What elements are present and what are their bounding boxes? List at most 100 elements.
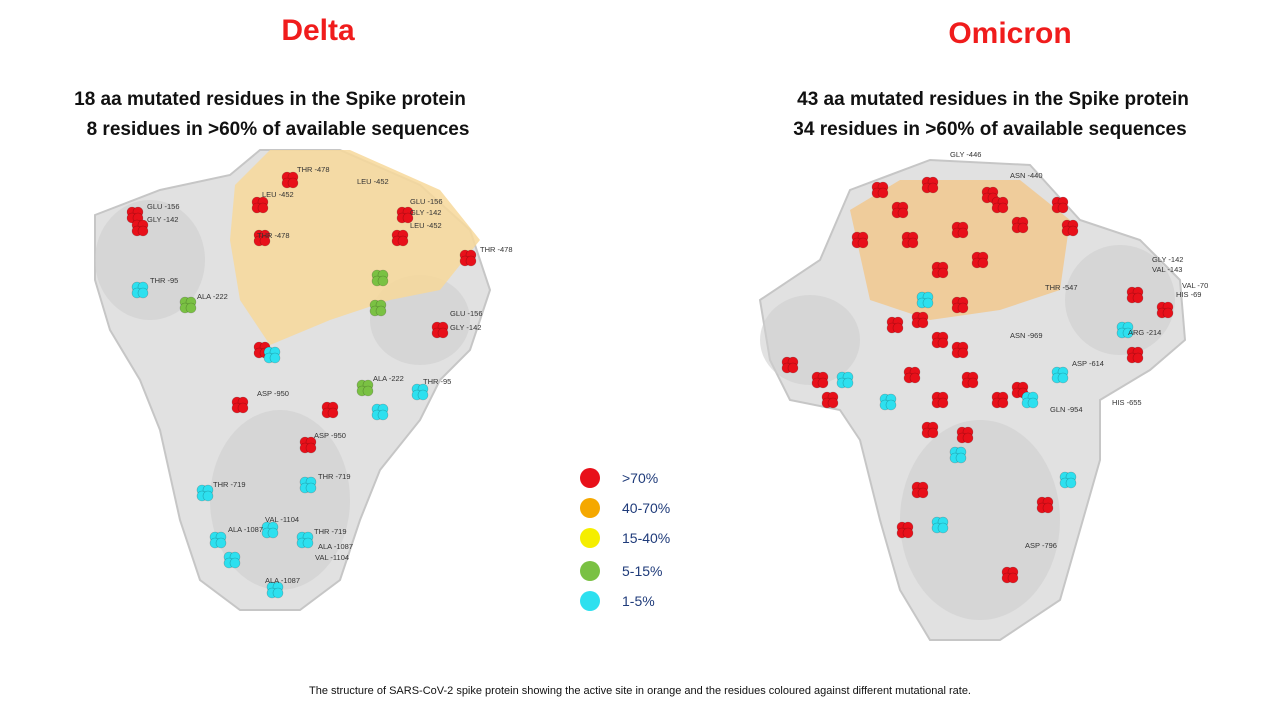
residue-label: GLU -156 bbox=[410, 197, 443, 206]
residue-label: VAL -1104 bbox=[265, 515, 299, 524]
residue-label: GLU -156 bbox=[147, 202, 180, 211]
residue-label: GLY -142 bbox=[410, 208, 441, 217]
legend-swatch bbox=[580, 498, 600, 518]
residue-sphere bbox=[305, 482, 317, 494]
residue-sphere bbox=[215, 537, 227, 549]
residue-sphere bbox=[957, 227, 969, 239]
residue-sphere bbox=[397, 235, 409, 247]
residue-label: HIS -655 bbox=[1112, 398, 1142, 407]
residue-sphere bbox=[937, 337, 949, 349]
residue-sphere bbox=[937, 267, 949, 279]
residue-label: THR -719 bbox=[318, 472, 351, 481]
residue-label: ASP -614 bbox=[1072, 359, 1104, 368]
residue-sphere bbox=[1065, 477, 1077, 489]
residue-label: THR -478 bbox=[480, 245, 513, 254]
panel-line: 34 residues in >60% of available sequenc… bbox=[793, 119, 1186, 140]
legend-swatch bbox=[580, 591, 600, 611]
residue-label: VAL -1104 bbox=[315, 553, 349, 562]
residue-label: GLY -142 bbox=[1152, 255, 1183, 264]
residue-label: ASP -796 bbox=[1025, 541, 1057, 550]
residue-label: THR -719 bbox=[314, 527, 347, 536]
residue-sphere bbox=[1027, 397, 1039, 409]
residue-sphere bbox=[1057, 372, 1069, 384]
residue-sphere bbox=[927, 427, 939, 439]
residue-sphere bbox=[375, 305, 387, 317]
legend-swatch bbox=[580, 528, 600, 548]
residue-sphere bbox=[909, 372, 921, 384]
residue-sphere bbox=[1132, 292, 1144, 304]
residue-sphere bbox=[1067, 225, 1079, 237]
residue-sphere bbox=[877, 187, 889, 199]
panel-line: 8 residues in >60% of available sequence… bbox=[87, 119, 470, 140]
residue-sphere bbox=[1057, 202, 1069, 214]
residue-label: ARG -214 bbox=[1128, 328, 1161, 337]
residue-label: THR -478 bbox=[257, 231, 290, 240]
residue-dots bbox=[126, 171, 1174, 599]
residue-sphere bbox=[137, 225, 149, 237]
residue-sphere bbox=[957, 347, 969, 359]
residue-sphere bbox=[962, 432, 974, 444]
residue-sphere bbox=[305, 442, 317, 454]
residue-sphere bbox=[927, 182, 939, 194]
residue-sphere bbox=[977, 257, 989, 269]
residue-label: ASN -440 bbox=[1010, 171, 1043, 180]
residue-label: GLY -142 bbox=[450, 323, 481, 332]
residue-sphere bbox=[967, 377, 979, 389]
residue-label: GLY -446 bbox=[950, 150, 981, 159]
residue-label: GLN -954 bbox=[1050, 405, 1083, 414]
residue-sphere bbox=[257, 202, 269, 214]
legend-label: 5-15% bbox=[622, 563, 662, 579]
residue-label: ALA -222 bbox=[373, 374, 404, 383]
residue-sphere bbox=[417, 389, 429, 401]
residue-sphere bbox=[842, 377, 854, 389]
residue-sphere bbox=[437, 327, 449, 339]
residue-sphere bbox=[1132, 352, 1144, 364]
residue-label: LEU -452 bbox=[410, 221, 442, 230]
residue-sphere bbox=[202, 490, 214, 502]
residue-sphere bbox=[1162, 307, 1174, 319]
residue-sphere bbox=[302, 537, 314, 549]
residue-sphere bbox=[229, 557, 241, 569]
residue-sphere bbox=[1122, 327, 1134, 339]
residue-sphere bbox=[137, 287, 149, 299]
legend: >70% 40-70% 15-40% 5-15% 1-5% bbox=[580, 468, 670, 611]
residue-sphere bbox=[997, 202, 1009, 214]
residue-sphere bbox=[857, 237, 869, 249]
residue-label: VAL -70 bbox=[1182, 281, 1208, 290]
residue-label: LEU -452 bbox=[262, 190, 294, 199]
residue-label: LEU -452 bbox=[357, 177, 389, 186]
residue-labels: GLU -156 GLY -142 THR -478 LEU -452 LEU -452… bbox=[147, 150, 1208, 585]
residue-sphere bbox=[272, 587, 284, 599]
residue-sphere bbox=[907, 237, 919, 249]
residue-sphere bbox=[465, 255, 477, 267]
residue-sphere bbox=[402, 212, 414, 224]
residue-sphere bbox=[892, 322, 904, 334]
legend-label: 15-40% bbox=[622, 530, 670, 546]
residue-sphere bbox=[377, 275, 389, 287]
panel-title: Delta bbox=[281, 14, 355, 47]
residue-label: ALA -1087 bbox=[318, 542, 353, 551]
legend-swatch bbox=[580, 561, 600, 581]
residue-sphere bbox=[957, 302, 969, 314]
panel-title: Omicron bbox=[948, 17, 1071, 50]
residue-label: HIS -69 bbox=[1176, 290, 1201, 299]
residue-label: ALA -1087 bbox=[228, 525, 263, 534]
legend-swatch bbox=[580, 468, 600, 488]
residue-sphere bbox=[377, 409, 389, 421]
residue-label: GLY -142 bbox=[147, 215, 178, 224]
residue-sphere bbox=[885, 399, 897, 411]
residue-label: ASP -950 bbox=[314, 431, 346, 440]
residue-label: ASP -950 bbox=[257, 389, 289, 398]
residue-sphere bbox=[259, 235, 271, 247]
residue-sphere bbox=[922, 297, 934, 309]
panel-line: 43 aa mutated residues in the Spike prot… bbox=[797, 89, 1189, 110]
residue-label: GLU -156 bbox=[450, 309, 483, 318]
residue-sphere bbox=[827, 397, 839, 409]
residue-sphere bbox=[917, 317, 929, 329]
residue-label: ALA -1087 bbox=[265, 576, 300, 585]
residue-sphere bbox=[1042, 502, 1054, 514]
panel-line: 18 aa mutated residues in the Spike prot… bbox=[74, 89, 466, 110]
residue-label: VAL -143 bbox=[1152, 265, 1182, 274]
residue-label: ASN -969 bbox=[1010, 331, 1043, 340]
